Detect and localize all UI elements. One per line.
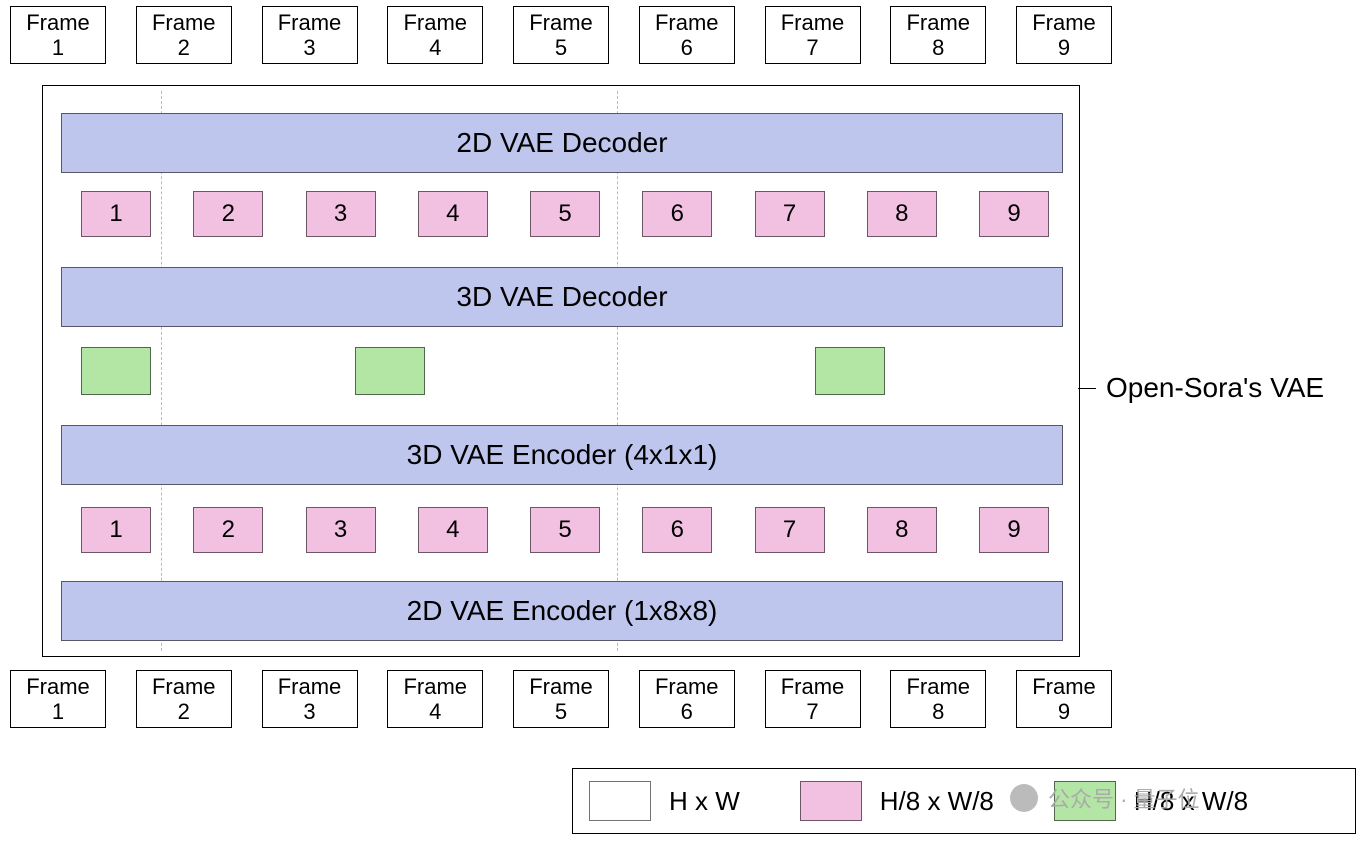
block-label: 2D VAE Decoder bbox=[456, 127, 667, 159]
frame-box: Frame9 bbox=[1016, 6, 1112, 64]
side-label-text: Open-Sora's VAE bbox=[1106, 372, 1324, 404]
pink-box: 5 bbox=[530, 507, 600, 553]
watermark-icon bbox=[1010, 784, 1038, 812]
frame-box: Frame4 bbox=[387, 6, 483, 64]
frame-box: Frame2 bbox=[136, 6, 232, 64]
legend: H x WH/8 x W/8H/8 x W/8 bbox=[572, 768, 1356, 834]
pink-box: 8 bbox=[867, 507, 937, 553]
pink-box: 5 bbox=[530, 191, 600, 237]
frame-box: Frame8 bbox=[890, 670, 986, 728]
legend-label: H x W bbox=[669, 786, 740, 817]
block-2d-encoder: 2D VAE Encoder (1x8x8) bbox=[61, 581, 1063, 641]
pink-box: 2 bbox=[193, 191, 263, 237]
pink-box: 4 bbox=[418, 507, 488, 553]
pink-box: 9 bbox=[979, 507, 1049, 553]
frame-box: Frame2 bbox=[136, 670, 232, 728]
pink-box: 6 bbox=[642, 507, 712, 553]
green-box-2 bbox=[355, 347, 425, 395]
frame-box: Frame3 bbox=[262, 6, 358, 64]
frame-row-top: Frame1 Frame2 Frame3 Frame4 Frame5 Frame6 Fram… bbox=[10, 6, 1112, 64]
block-label: 3D VAE Decoder bbox=[456, 281, 667, 313]
block-2d-decoder: 2D VAE Decoder bbox=[61, 113, 1063, 173]
side-label: Open-Sora's VAE bbox=[1078, 372, 1324, 404]
frame-box: Frame9 bbox=[1016, 670, 1112, 728]
divider-1 bbox=[161, 91, 162, 651]
divider-2 bbox=[617, 91, 618, 651]
block-label: 3D VAE Encoder (4x1x1) bbox=[407, 439, 718, 471]
pink-box: 8 bbox=[867, 191, 937, 237]
frame-row-bottom: Frame1 Frame2 Frame3 Frame4 Frame5 Frame6 Fram… bbox=[10, 670, 1112, 728]
frame-box: Frame7 bbox=[765, 6, 861, 64]
frame-box: Frame1 bbox=[10, 670, 106, 728]
legend-item: H x W bbox=[589, 781, 740, 821]
legend-swatch bbox=[589, 781, 651, 821]
frame-box: Frame1 bbox=[10, 6, 106, 64]
pink-box: 4 bbox=[418, 191, 488, 237]
green-box-3 bbox=[815, 347, 885, 395]
block-3d-decoder: 3D VAE Decoder bbox=[61, 267, 1063, 327]
pink-box: 7 bbox=[755, 507, 825, 553]
pink-box: 3 bbox=[306, 507, 376, 553]
pink-row-upper: 123456789 bbox=[81, 191, 1049, 237]
block-label: 2D VAE Encoder (1x8x8) bbox=[407, 595, 718, 627]
legend-item: H/8 x W/8 bbox=[800, 781, 994, 821]
pink-box: 1 bbox=[81, 507, 151, 553]
frame-box: Frame5 bbox=[513, 6, 609, 64]
pink-box: 1 bbox=[81, 191, 151, 237]
frame-box: Frame3 bbox=[262, 670, 358, 728]
watermark-text: 公众号 · 量子位 bbox=[1048, 782, 1200, 814]
frame-box: Frame7 bbox=[765, 670, 861, 728]
block-3d-encoder: 3D VAE Encoder (4x1x1) bbox=[61, 425, 1063, 485]
pink-box: 9 bbox=[979, 191, 1049, 237]
vae-container: 2D VAE Decoder 3D VAE Decoder 3D VAE Enc… bbox=[42, 85, 1080, 657]
pink-box: 3 bbox=[306, 191, 376, 237]
frame-box: Frame5 bbox=[513, 670, 609, 728]
legend-swatch bbox=[800, 781, 862, 821]
frame-box: Frame6 bbox=[639, 670, 735, 728]
pink-box: 6 bbox=[642, 191, 712, 237]
pink-box: 2 bbox=[193, 507, 263, 553]
frame-box: Frame6 bbox=[639, 6, 735, 64]
side-tick bbox=[1078, 388, 1096, 389]
green-box-1 bbox=[81, 347, 151, 395]
legend-label: H/8 x W/8 bbox=[880, 786, 994, 817]
frame-box: Frame8 bbox=[890, 6, 986, 64]
pink-row-lower: 123456789 bbox=[81, 507, 1049, 553]
watermark: 公众号 · 量子位 bbox=[1010, 782, 1200, 814]
frame-box: Frame4 bbox=[387, 670, 483, 728]
pink-box: 7 bbox=[755, 191, 825, 237]
